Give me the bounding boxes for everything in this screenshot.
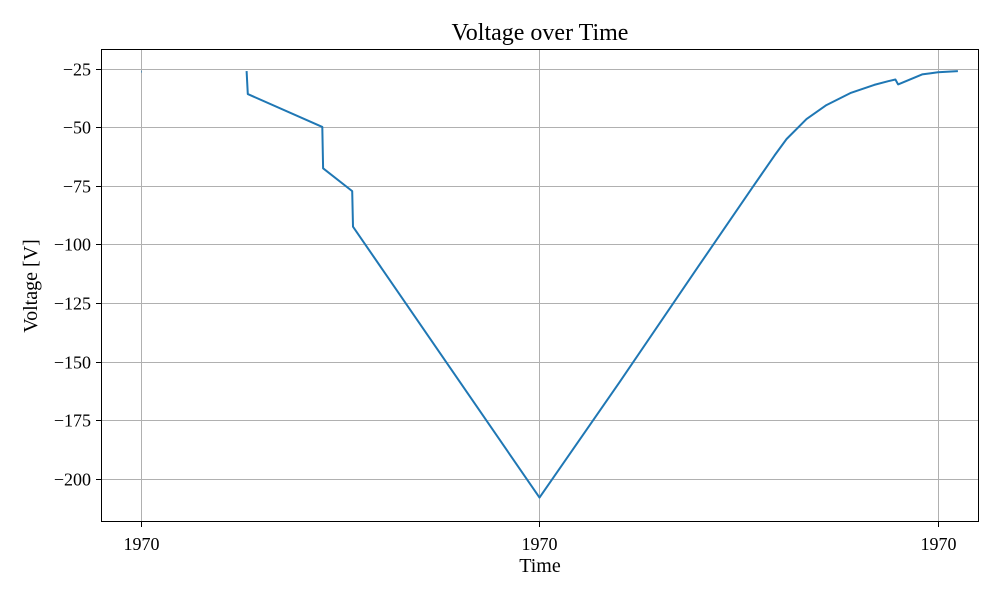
y-tick-label: −175 <box>54 411 91 431</box>
x-axis-ticks: 1970 1970 1970 <box>124 521 957 554</box>
x-axis-label: Time <box>519 555 561 577</box>
y-tick-label: −100 <box>54 235 91 255</box>
y-gridlines <box>102 69 978 480</box>
series-group <box>141 70 958 499</box>
y-tick-label: −200 <box>54 470 91 490</box>
y-axis-label: Voltage [V] <box>20 239 42 333</box>
x-gridlines <box>141 50 939 521</box>
y-axis-ticks: −25 −50 −75 −100 −125 −150 −175 −200 <box>54 60 102 490</box>
voltage-line-segment <box>245 70 958 499</box>
x-tick-label: 1970 <box>522 534 558 554</box>
chart-title: Voltage over Time <box>452 20 629 46</box>
y-tick-label: −150 <box>54 353 91 373</box>
y-tick-label: −75 <box>63 177 91 197</box>
y-tick-label: −25 <box>63 60 91 80</box>
y-tick-label: −125 <box>54 294 91 314</box>
x-tick-label: 1970 <box>124 534 160 554</box>
x-tick-label: 1970 <box>921 534 957 554</box>
y-tick-label: −50 <box>63 118 91 138</box>
